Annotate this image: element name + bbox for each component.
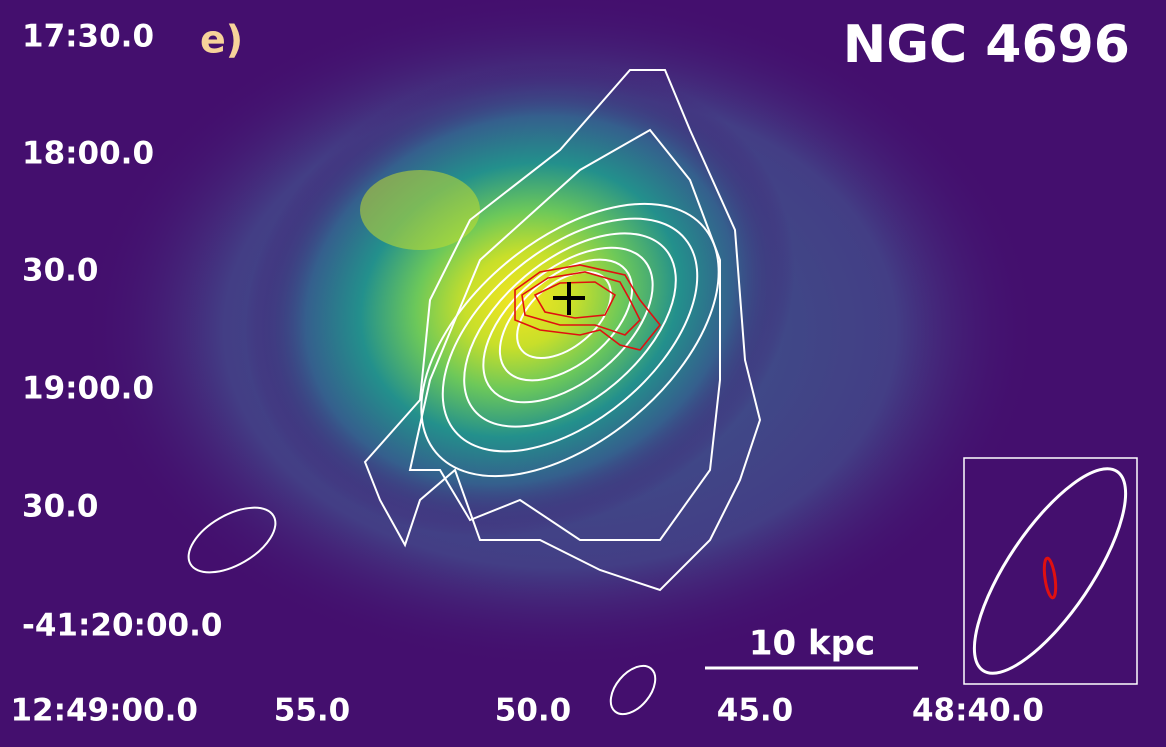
y-tick-label: 18:00.0: [22, 136, 154, 172]
x-tick-label: 50.0: [495, 693, 572, 729]
x-tick-label: 55.0: [274, 693, 351, 729]
y-axis-labels: 17:30.0 18:00.0 30.0 19:00.0 30.0 -41:20…: [22, 19, 222, 644]
x-tick-label: 12:49:00.0: [10, 693, 198, 729]
y-tick-label: -41:20:00.0: [22, 608, 222, 644]
center-cross: [553, 282, 585, 315]
title: NGC 4696: [843, 15, 1130, 75]
y-tick-label: 19:00.0: [22, 371, 154, 407]
y-tick-label: 30.0: [22, 489, 99, 525]
red-contours: [514, 264, 662, 351]
beam-inset: [963, 457, 1138, 685]
scale-bar-label: 10 kpc: [749, 624, 875, 664]
x-tick-label: 48:40.0: [912, 693, 1044, 729]
y-tick-label: 30.0: [22, 253, 99, 289]
panel-label: e): [200, 18, 243, 62]
x-axis-labels: 12:49:00.0 55.0 50.0 45.0 48:40.0: [10, 693, 1044, 729]
y-tick-label: 17:30.0: [22, 19, 154, 55]
glow-lobe: [360, 170, 480, 250]
x-tick-label: 45.0: [717, 693, 794, 729]
